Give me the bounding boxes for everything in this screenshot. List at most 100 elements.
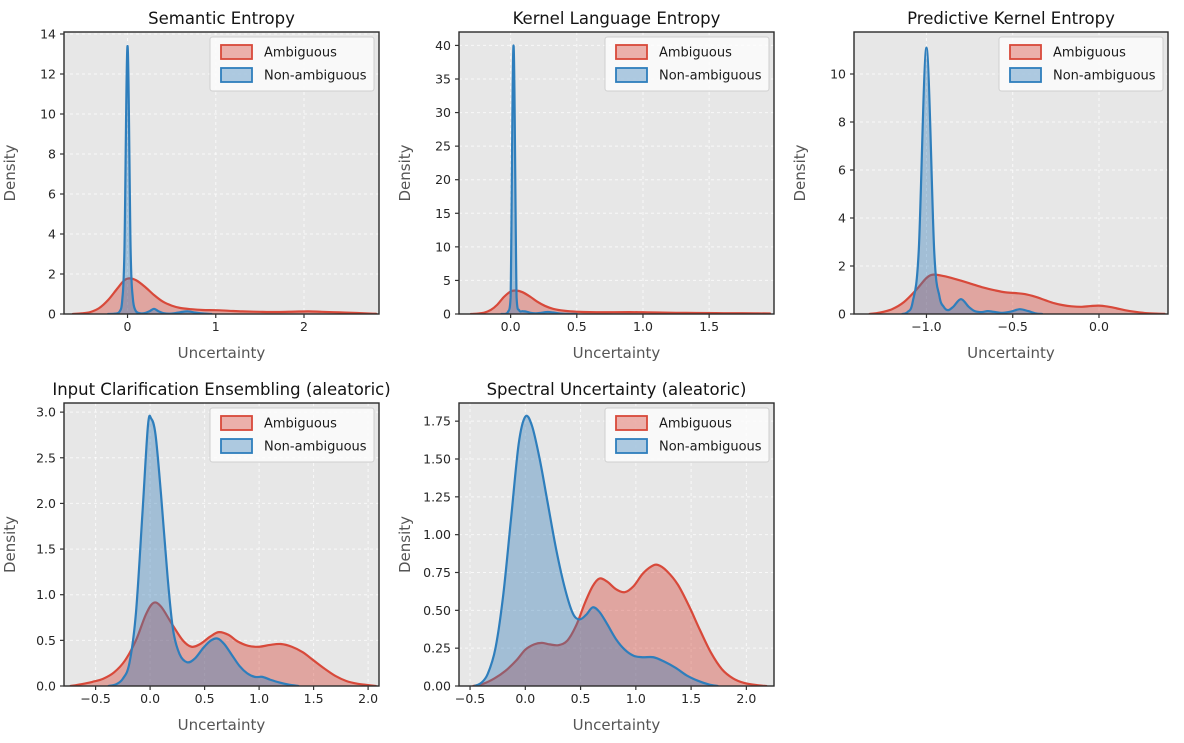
y-tick-label: 15 xyxy=(435,206,451,221)
kde-series xyxy=(868,46,1166,314)
legend-patch-ambiguous xyxy=(615,44,648,60)
y-tick-label: 14 xyxy=(40,27,56,42)
legend: Ambiguous Non-ambiguous xyxy=(604,36,770,92)
y-tick-label: 30 xyxy=(435,105,451,120)
subplot-kernel-language-entropy: 0.0 0.5 1.0 1.5 0 5 10 15 20 25 30 35 40 Kernel Langu… xyxy=(395,0,790,371)
y-tick-label: 6 xyxy=(48,187,56,202)
y-tick-label: 0.25 xyxy=(423,641,451,656)
legend-box xyxy=(209,407,375,463)
subplot-predictive-kernel-entropy: −1.0 −0.5 0.0 0 2 4 6 8 10 Predictive Kernel Entr… xyxy=(790,0,1184,371)
axis-ticks: −1.0 −0.5 0.0 0 2 4 6 8 10 xyxy=(830,67,1109,335)
legend-patch-non-ambiguous xyxy=(220,438,253,454)
y-tick-label: 0.50 xyxy=(423,603,451,618)
y-tick-label: 1.5 xyxy=(36,542,56,557)
axes-spine xyxy=(63,402,380,687)
y-tick-label: 0.5 xyxy=(36,633,56,648)
kde-fill-non-ambiguous xyxy=(108,415,299,686)
chart-canvas: −0.5 0.0 0.5 1.0 1.5 2.0 0.00 0.25 0.50 0.75 1.00 1… xyxy=(396,380,775,734)
y-tick-label: 0.00 xyxy=(423,679,451,694)
x-tick-label: 0.0 xyxy=(501,319,521,334)
kde-line-ambiguous xyxy=(868,273,1166,314)
chart-title: Kernel Language Entropy xyxy=(513,9,721,28)
x-tick-label: 0.0 xyxy=(1089,319,1109,334)
legend-label-non-ambiguous: Non-ambiguous xyxy=(1053,69,1156,84)
y-tick-label: 8 xyxy=(48,147,56,162)
y-tick-label: 0 xyxy=(48,307,56,322)
y-tick-label: 2.5 xyxy=(36,450,56,465)
x-tick-label: 2.0 xyxy=(736,691,756,706)
subplot-semantic-entropy: 0 1 2 0 2 4 6 8 10 12 14 Semantic Entropy Uncertaint… xyxy=(0,0,395,371)
legend-patch-ambiguous xyxy=(1009,44,1042,60)
chart-title: Input Clarification Ensembling (aleatori… xyxy=(52,380,390,399)
legend-label-non-ambiguous: Non-ambiguous xyxy=(264,69,367,84)
axes-spine xyxy=(853,31,1169,315)
x-axis-label: Uncertainty xyxy=(178,716,266,734)
kde-line-ambiguous xyxy=(69,601,377,686)
y-tick-label: 1.75 xyxy=(423,414,451,429)
y-tick-label: 25 xyxy=(435,139,451,154)
kde-line-ambiguous xyxy=(469,289,772,314)
subplot-spectral-uncertainty: −0.5 0.0 0.5 1.0 1.5 2.0 0.00 0.25 0.50 0.75 1.00 1… xyxy=(395,371,790,743)
legend-label-non-ambiguous: Non-ambiguous xyxy=(659,440,762,455)
y-axis-label: Density xyxy=(1,516,19,573)
x-tick-label: 1.5 xyxy=(699,319,719,334)
x-tick-label: 0.0 xyxy=(515,691,535,706)
legend-patch-non-ambiguous xyxy=(615,438,648,454)
x-axis-label: Uncertainty xyxy=(573,344,661,362)
legend-box xyxy=(998,36,1164,92)
axes-spine xyxy=(458,31,775,315)
x-tick-label: 1 xyxy=(212,319,220,334)
chart-canvas: 0.0 0.5 1.0 1.5 0 5 10 15 20 25 30 35 40 Kernel Langu… xyxy=(396,9,775,362)
kde-line-non-ambiguous xyxy=(107,414,300,686)
y-tick-label: 4 xyxy=(838,211,846,226)
legend-label-ambiguous: Ambiguous xyxy=(1053,46,1126,61)
legend-patch-non-ambiguous xyxy=(220,67,253,83)
legend-box xyxy=(604,407,770,463)
y-axis-label: Density xyxy=(396,144,414,201)
y-tick-label: 1.0 xyxy=(36,587,56,602)
x-axis-label: Uncertainty xyxy=(178,344,266,362)
legend-label-ambiguous: Ambiguous xyxy=(659,417,732,432)
legend-box xyxy=(604,36,770,92)
y-axis-label: Density xyxy=(1,144,19,201)
y-tick-label: 3.0 xyxy=(36,405,56,420)
figure-row-bottom: −0.5 0.0 0.5 1.0 1.5 2.0 0.0 0.5 1.0 1.5 2.0 2.5 3.0… xyxy=(0,371,1184,743)
x-axis-label: Uncertainty xyxy=(967,344,1055,362)
y-tick-label: 6 xyxy=(838,163,846,178)
chart-canvas: −0.5 0.0 0.5 1.0 1.5 2.0 0.0 0.5 1.0 1.5 2.0 2.5 3.0… xyxy=(1,380,391,734)
kde-line-ambiguous xyxy=(71,277,378,314)
legend-label-ambiguous: Ambiguous xyxy=(264,417,337,432)
legend-label-non-ambiguous: Non-ambiguous xyxy=(659,69,762,84)
x-tick-label: 1.5 xyxy=(304,691,324,706)
x-tick-label: −0.5 xyxy=(455,691,485,706)
axes-spine xyxy=(63,31,380,315)
axis-ticks: −0.5 0.0 0.5 1.0 1.5 2.0 0.00 0.25 0.50 0.75 1.00 1… xyxy=(423,414,756,706)
x-tick-label: 0 xyxy=(124,319,132,334)
y-tick-label: 40 xyxy=(435,38,451,53)
y-tick-label: 0 xyxy=(838,307,846,322)
legend-patch-non-ambiguous xyxy=(615,67,648,83)
x-tick-label: −0.5 xyxy=(80,691,110,706)
y-tick-label: 35 xyxy=(435,72,451,87)
legend-box xyxy=(209,36,375,92)
kde-fill-ambiguous xyxy=(470,290,771,314)
y-tick-label: 20 xyxy=(435,172,451,187)
subplot-input-clarification-ensembling: −0.5 0.0 0.5 1.0 1.5 2.0 0.0 0.5 1.0 1.5 2.0 2.5 3.0… xyxy=(0,371,395,743)
figure-row-top: 0 1 2 0 2 4 6 8 10 12 14 Semantic Entropy Uncertaint… xyxy=(0,0,1184,371)
y-tick-label: 10 xyxy=(830,67,846,82)
chart-title: Predictive Kernel Entropy xyxy=(907,9,1115,28)
chart-title: Semantic Entropy xyxy=(148,9,295,28)
x-tick-label: 0.5 xyxy=(195,691,215,706)
kde-fill-ambiguous xyxy=(72,278,377,314)
legend-label-ambiguous: Ambiguous xyxy=(264,46,337,61)
kde-series xyxy=(469,44,772,314)
y-tick-label: 0 xyxy=(443,307,451,322)
x-tick-label: 1.0 xyxy=(249,691,269,706)
y-tick-label: 0.75 xyxy=(423,565,451,580)
axis-ticks: 0.0 0.5 1.0 1.5 0 5 10 15 20 25 30 35 40 xyxy=(435,38,719,334)
y-tick-label: 0.0 xyxy=(36,679,56,694)
x-tick-label: 2.0 xyxy=(358,691,378,706)
legend-label-ambiguous: Ambiguous xyxy=(659,46,732,61)
y-tick-label: 5 xyxy=(443,273,451,288)
